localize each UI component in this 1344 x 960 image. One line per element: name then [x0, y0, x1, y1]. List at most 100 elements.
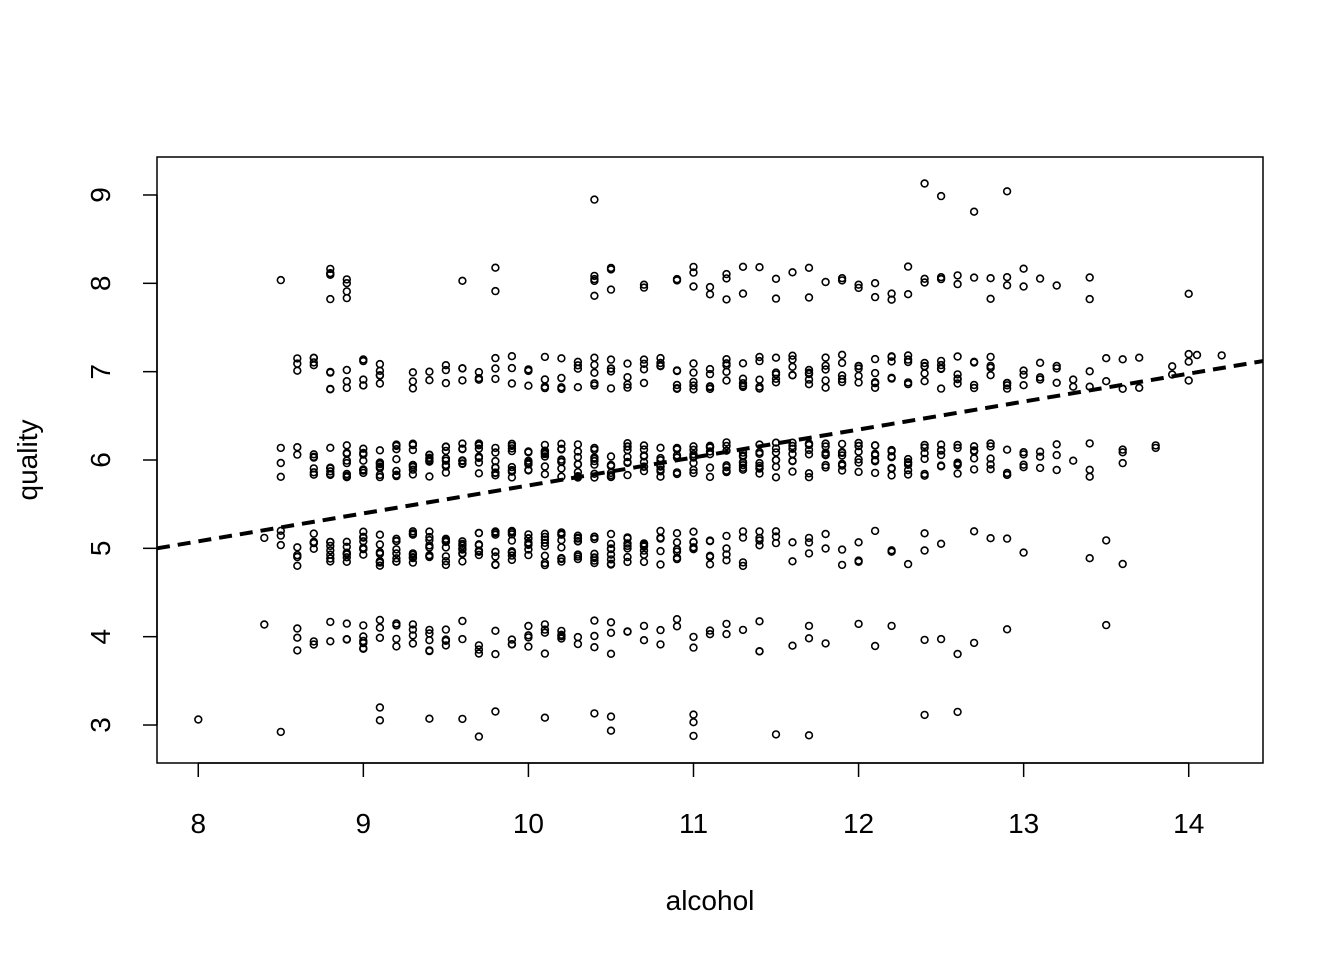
data-point	[590, 195, 599, 204]
data-point	[722, 531, 731, 541]
data-point	[854, 556, 863, 565]
data-point	[788, 467, 797, 476]
data-point	[1085, 465, 1094, 474]
data-point	[590, 553, 599, 562]
data-point	[837, 350, 847, 359]
data-point	[837, 560, 847, 570]
data-point	[507, 462, 517, 472]
data-point	[788, 641, 797, 650]
data-point	[474, 444, 484, 453]
x-axis: 8 9 10 11 12 13 14	[190, 762, 1204, 839]
data-point	[755, 533, 764, 543]
data-point	[425, 625, 434, 635]
data-point	[540, 375, 550, 384]
data-point	[342, 287, 351, 296]
data-point	[738, 262, 748, 271]
data-point	[1002, 445, 1012, 454]
data-point	[524, 459, 533, 468]
data-point	[1101, 536, 1111, 545]
data-point	[392, 471, 401, 480]
data-point	[656, 467, 665, 476]
data-point	[639, 557, 649, 567]
data-point	[606, 355, 616, 364]
data-point	[870, 449, 880, 458]
data-point	[458, 459, 467, 469]
data-point	[1035, 452, 1045, 461]
data-point	[540, 560, 550, 570]
data-point	[837, 451, 847, 460]
data-point	[639, 441, 649, 450]
data-point	[1035, 463, 1045, 473]
data-point	[936, 274, 946, 284]
data-point	[639, 283, 649, 292]
data-point	[705, 442, 715, 451]
data-point	[342, 542, 351, 551]
data-point	[1019, 282, 1028, 291]
data-point	[771, 444, 781, 453]
data-point	[1184, 349, 1193, 359]
data-point	[804, 538, 814, 547]
data-point	[722, 556, 731, 565]
data-point	[491, 649, 500, 659]
data-point	[557, 529, 566, 539]
data-point	[837, 439, 847, 449]
data-point	[804, 634, 814, 643]
data-point	[920, 358, 929, 368]
data-point	[986, 352, 995, 362]
data-point	[623, 627, 632, 636]
data-point	[408, 549, 418, 558]
data-point	[408, 377, 418, 386]
data-point	[953, 458, 962, 467]
data-point	[854, 619, 863, 629]
data-point	[276, 275, 285, 285]
data-point	[755, 647, 764, 656]
data-point	[474, 649, 484, 658]
data-point	[623, 470, 632, 480]
data-point	[425, 551, 434, 561]
data-point	[326, 467, 335, 476]
data-point	[705, 560, 715, 569]
data-point	[326, 269, 335, 278]
data-point	[870, 354, 880, 364]
data-point	[540, 551, 550, 560]
data-point	[639, 621, 649, 631]
data-point	[887, 621, 896, 631]
data-points	[194, 179, 1226, 741]
data-point	[276, 526, 285, 535]
data-point	[425, 532, 434, 542]
data-point	[623, 552, 632, 562]
data-point	[672, 614, 682, 624]
data-point	[276, 472, 285, 481]
data-point	[425, 450, 434, 459]
data-point	[392, 554, 401, 563]
data-point	[623, 457, 632, 467]
data-point	[953, 649, 962, 659]
data-point	[672, 469, 682, 479]
data-point	[788, 362, 797, 371]
data-point	[342, 634, 351, 644]
data-point	[540, 447, 550, 456]
y-axis: 3 4 5 6 7 8 9	[85, 187, 158, 733]
data-point	[458, 557, 467, 566]
data-point	[936, 450, 946, 460]
data-point	[1002, 378, 1012, 388]
data-point	[573, 639, 583, 649]
data-point	[854, 283, 863, 293]
data-point	[458, 634, 467, 644]
x-tick-label: 13	[1008, 808, 1039, 839]
data-point	[639, 451, 649, 460]
data-point	[804, 450, 814, 459]
data-point	[738, 359, 748, 368]
data-point	[755, 469, 764, 478]
data-point	[606, 364, 616, 373]
data-point	[342, 365, 351, 375]
data-point	[936, 634, 946, 644]
data-point	[656, 443, 665, 452]
data-point	[342, 458, 351, 468]
data-point	[738, 457, 748, 467]
data-point	[920, 274, 929, 283]
data-point	[788, 557, 797, 566]
data-point	[606, 726, 616, 735]
x-tick-label: 14	[1173, 808, 1204, 839]
data-point	[507, 551, 517, 560]
